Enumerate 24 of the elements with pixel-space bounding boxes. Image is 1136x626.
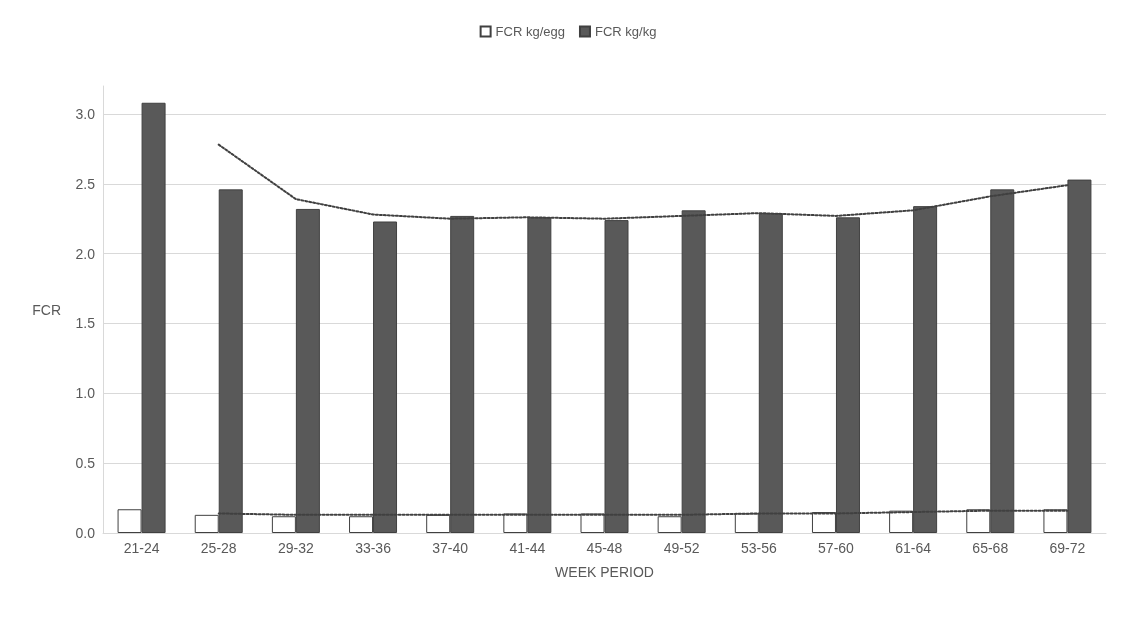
- x-tick-label: 49-52: [663, 540, 700, 556]
- x-axis-title: WEEK PERIOD: [555, 564, 654, 580]
- x-tick-label: 37-40: [432, 540, 469, 556]
- x-tick-label: 53-56: [740, 540, 777, 556]
- y-tick-label: 1.5: [75, 315, 96, 332]
- x-tick-label: 25-28: [200, 540, 237, 556]
- y-tick-label: 1.0: [75, 385, 96, 402]
- y-axis-title: FCR: [32, 301, 61, 318]
- x-tick-label: 65-68: [972, 540, 1009, 556]
- x-tick-label: 33-36: [355, 540, 392, 556]
- legend-label: FCR kg/egg: [495, 24, 565, 39]
- y-tick-label: 0.0: [75, 525, 96, 541]
- x-tick-label: 29-32: [277, 540, 314, 556]
- y-tick-label: 3.0: [75, 105, 96, 122]
- x-tick-label: 45-48: [586, 540, 623, 556]
- x-tick-label: 21-24: [123, 540, 160, 556]
- x-tick-label: 57-60: [818, 540, 855, 556]
- x-tick-label: 41-44: [509, 540, 546, 556]
- y-tick-label: 0.5: [75, 455, 96, 472]
- legend-label: FCR kg/kg: [594, 24, 657, 39]
- y-tick-label: 2.5: [75, 175, 96, 192]
- x-tick-label: 61-64: [895, 540, 932, 556]
- y-tick-label: 2.0: [75, 245, 96, 262]
- x-tick-label: 69-72: [1049, 540, 1086, 556]
